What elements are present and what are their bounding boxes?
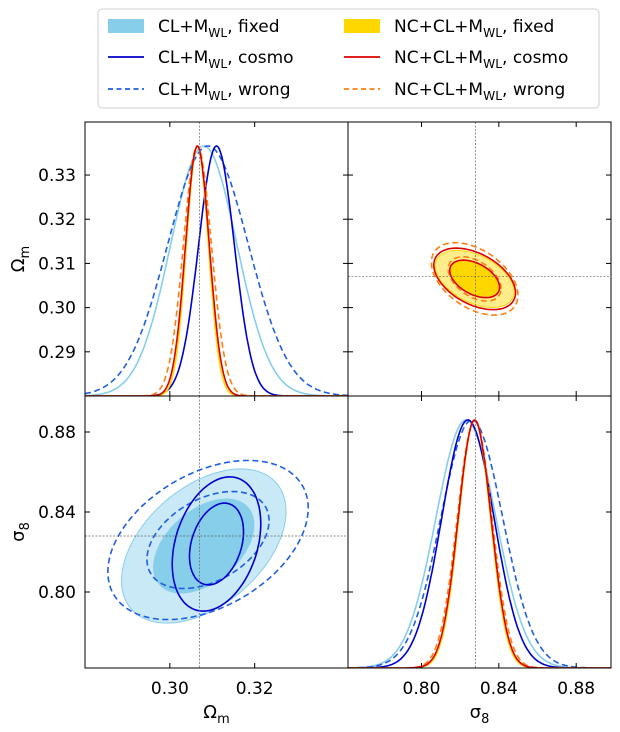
bl-contour-68-cl-mwl-cosmo <box>188 502 245 586</box>
legend-entry: CL+MWL, cosmo <box>158 48 294 71</box>
legend-swatch <box>344 19 380 33</box>
x-axis-label-sigma8: σ8 <box>470 702 490 727</box>
x-axis-label-omega-m: Ωm <box>203 702 229 727</box>
legend-entry: NC+CL+MWL, fixed <box>394 17 554 40</box>
x-tick-label-omega-m: 0.32 <box>236 679 274 699</box>
curve-1d-cl-mwl-wrong <box>348 419 611 668</box>
y-tick-label-omega-m: 0.29 <box>38 343 76 363</box>
curve-1d-cl-mwl-wrong <box>85 145 348 396</box>
frame-bottom-right <box>347 395 612 669</box>
y-tick-label-omega-m: 0.31 <box>38 254 76 274</box>
tr-fill-68-nc <box>450 261 500 297</box>
curve-1d-nc-cl-mwl-wrong <box>85 145 348 396</box>
x-tick-label-sigma8: 0.88 <box>557 679 595 699</box>
y-tick-label-sigma8: 0.88 <box>38 423 76 443</box>
panel-omega-m-1d <box>85 144 348 396</box>
x-tick-label-sigma8: 0.84 <box>480 679 518 699</box>
curve-1d-cl-mwl-fixed <box>348 419 611 668</box>
panel-sigma8-omega-m-2d <box>430 241 519 316</box>
curve-1d-cl-mwl-cosmo <box>348 419 611 668</box>
y-tick-label-sigma8: 0.84 <box>38 503 76 523</box>
legend-entry: CL+MWL, fixed <box>158 17 280 40</box>
bl-contour-95-cl-mwl-wrong <box>106 459 310 621</box>
legend: CL+MWL, fixed NC+CL+MWL, fixed CL+MWL, cos… <box>97 8 600 109</box>
curve-1d-nc-cl-mwl-cosmo <box>348 419 611 668</box>
curve-1d-nc-cl-mwl-cosmo <box>85 144 348 396</box>
legend-entry: NC+CL+MWL, cosmo <box>394 48 568 71</box>
panels: 0.29 0.30 0.31 0.32 0.33 0.80 0.84 0.88 0.30 0.32… <box>8 121 612 727</box>
curve-1d-nc-cl-mwl-fixed <box>85 144 348 396</box>
y-tick-label-omega-m: 0.33 <box>38 166 76 186</box>
tr-contour-68-nc-cl-mwl-cosmo <box>449 259 501 299</box>
curve-1d-nc-cl-mwl-fixed <box>348 419 611 668</box>
bl-contour-95-cl-mwl-cosmo <box>171 476 262 612</box>
legend-entry: NC+CL+MWL, wrong <box>394 80 565 103</box>
y-axis-label-omega-m: Ωm <box>8 246 33 272</box>
x-tick-label-omega-m: 0.30 <box>151 679 189 699</box>
y-tick-label-sigma8: 0.80 <box>38 583 76 603</box>
curve-1d-cl-mwl-cosmo <box>85 145 348 396</box>
tr-contour-95-nc-cl-mwl-cosmo <box>432 247 517 311</box>
legend-swatch <box>108 19 144 33</box>
panel-omega-m-sigma8-2d <box>106 459 310 624</box>
legend-entry: CL+MWL, wrong <box>158 80 290 103</box>
y-tick-label-omega-m: 0.30 <box>38 299 76 319</box>
panel-sigma8-1d <box>348 419 611 668</box>
x-tick-label-sigma8: 0.80 <box>403 679 441 699</box>
y-axis-label-sigma8: σ8 <box>8 522 33 542</box>
curve-1d-nc-cl-mwl-wrong <box>348 419 611 668</box>
bl-fill-68-cl <box>153 498 255 594</box>
tr-contour-95-nc-cl-mwl-wrong <box>430 241 519 316</box>
curve-1d-cl-mwl-fixed <box>85 145 348 396</box>
legend-box <box>97 8 600 109</box>
y-tick-label-omega-m: 0.32 <box>38 210 76 230</box>
